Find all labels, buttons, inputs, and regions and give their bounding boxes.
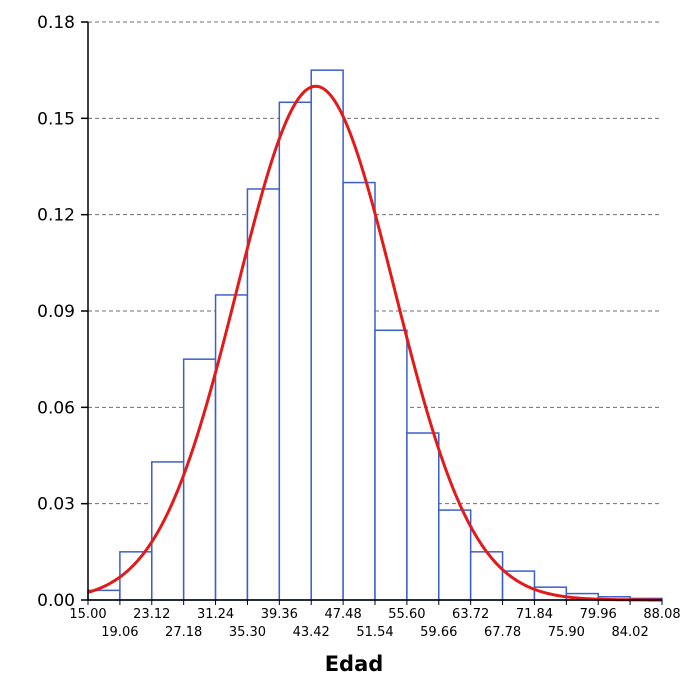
histogram-bar	[151, 461, 185, 601]
x-tick-label-row1: 55.60	[388, 607, 425, 622]
x-tick-label-row1: 23.12	[133, 607, 170, 622]
y-tick-label: 0.12	[37, 206, 75, 226]
x-tick-label-row1: 71.84	[516, 607, 553, 622]
histogram-bar	[406, 432, 440, 601]
histogram-bar	[246, 188, 281, 601]
x-tick-label-row2: 59.66	[420, 625, 457, 640]
x-tick-label-row1: 31.24	[197, 607, 234, 622]
x-tick-label-row2: 27.18	[165, 625, 202, 640]
histogram-bar	[469, 551, 504, 601]
x-tick-label-row1: 63.72	[452, 607, 489, 622]
x-tick-label-row1: 15.00	[69, 607, 106, 622]
x-tick-label-row2: 75.90	[548, 625, 585, 640]
y-tick-label: 0.06	[37, 398, 75, 418]
x-tick-label-row1: 39.36	[261, 607, 298, 622]
histogram-bar	[119, 551, 153, 601]
y-tick-label: 0.03	[37, 495, 75, 515]
histogram-bar	[214, 294, 249, 601]
x-tick-label-row2: 84.02	[612, 625, 649, 640]
y-tick-label: 0.00	[37, 591, 75, 611]
histogram-bar	[278, 101, 312, 601]
histogram-bar	[438, 509, 472, 601]
histogram-bar	[342, 181, 376, 601]
y-axis-ticks: 0.00 0.03 0.06 0.09 0.12 0.15 0.18	[37, 13, 88, 611]
x-axis-title: Edad	[325, 652, 384, 676]
histogram-bar	[310, 69, 344, 601]
x-tick-label-row1: 79.96	[580, 607, 617, 622]
y-tick-label: 0.15	[37, 109, 75, 129]
x-tick-label-row2: 19.06	[101, 625, 138, 640]
x-tick-label-row2: 67.78	[484, 625, 521, 640]
x-tick-label-row2: 51.54	[356, 625, 393, 640]
x-tick-label-row1: 47.48	[325, 607, 362, 622]
x-axis-ticks: 15.00 23.12 31.24 39.36 47.48 55.60 63.72 71.84…	[69, 600, 681, 640]
y-tick-label: 0.09	[37, 302, 75, 322]
histogram-bar	[374, 329, 408, 601]
y-tick-label: 0.18	[37, 13, 75, 33]
x-tick-label-row2: 43.42	[293, 625, 330, 640]
x-tick-label-row1: 88.08	[643, 607, 680, 622]
normal-curve-layer	[87, 84, 662, 602]
histogram-bars	[87, 69, 663, 601]
x-tick-label-row2: 35.30	[229, 625, 266, 640]
normal-curve	[87, 84, 662, 602]
